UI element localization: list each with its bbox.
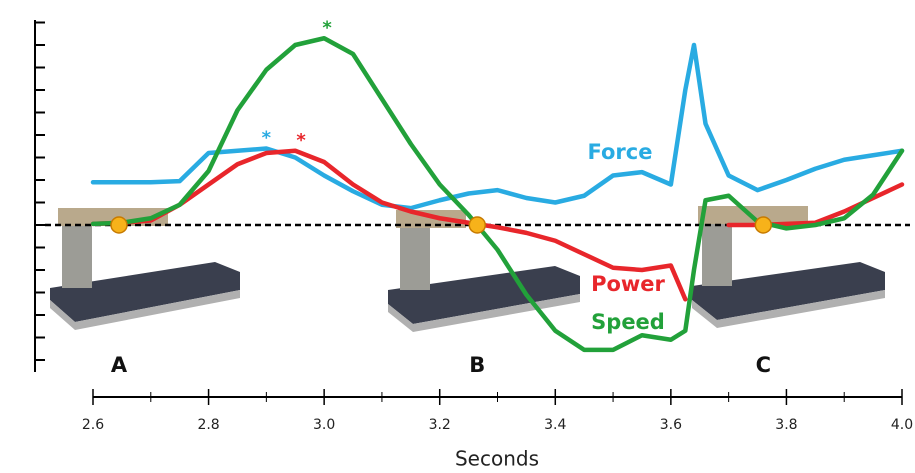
x-tick-label: 2.6	[82, 417, 104, 433]
peak-marker: *	[322, 17, 332, 38]
x-tick-label: 3.2	[429, 417, 451, 433]
phase-label: B	[469, 353, 485, 377]
peak-marker: *	[296, 130, 306, 151]
series-line	[93, 45, 902, 208]
series-label: Speed	[591, 310, 665, 334]
x-tick-label: 3.0	[313, 417, 335, 433]
phase-point	[469, 217, 485, 233]
x-tick-label: 3.8	[775, 417, 797, 433]
series-label: Power	[591, 272, 665, 296]
series-label: Force	[588, 140, 653, 164]
chart: Seconds 2.6 2.8 3.0 3.2 3.4 3.6 3.8 4.0 Force Pow…	[0, 0, 915, 473]
x-tick-label: 2.8	[197, 417, 219, 433]
scene-a	[50, 208, 240, 330]
x-tick-label: 3.4	[544, 417, 566, 433]
phase-label: A	[111, 353, 128, 377]
x-axis-title: Seconds	[455, 447, 539, 471]
peak-marker: *	[262, 128, 272, 149]
phase-point	[111, 217, 127, 233]
x-tick-label: 4.0	[891, 417, 913, 433]
phase-label: C	[756, 353, 771, 377]
x-tick-label: 3.6	[660, 417, 682, 433]
phase-point	[755, 217, 771, 233]
